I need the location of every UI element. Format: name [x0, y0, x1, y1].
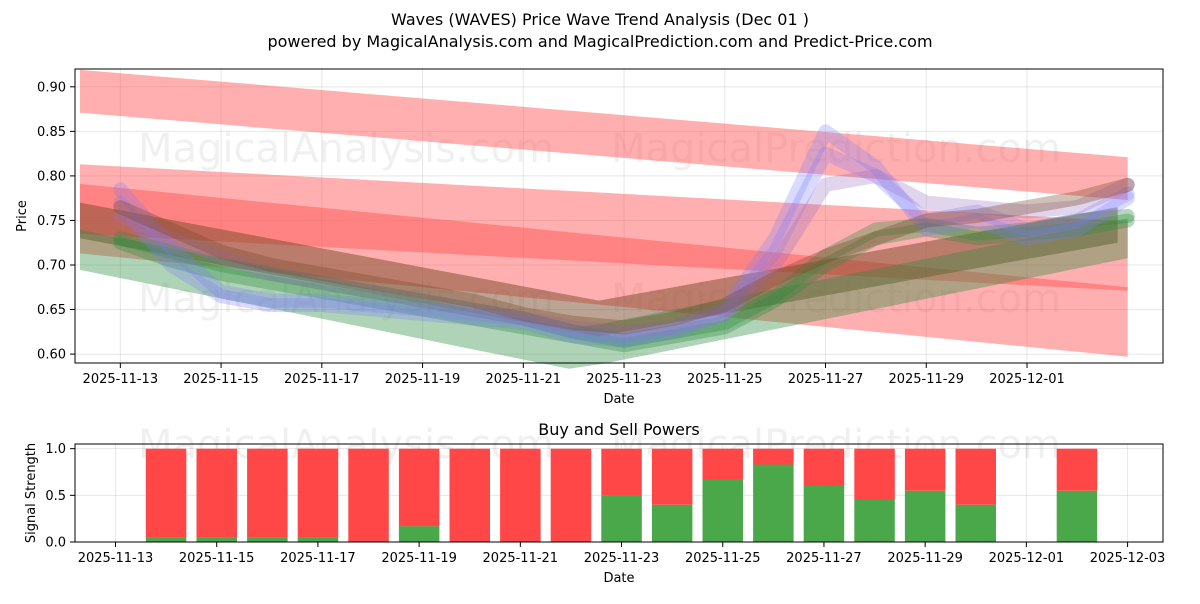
sell-bar [500, 448, 541, 542]
price-x-tick-label: 2025-11-25 [687, 372, 763, 387]
buy-bar [955, 504, 996, 542]
price-chart: MagicalAnalysis.com MagicalPrediction.co… [15, 68, 1164, 407]
price-x-tick-label: 2025-11-29 [888, 372, 964, 387]
sell-bar [145, 448, 187, 538]
chart-subtitle: powered by MagicalAnalysis.com and Magic… [267, 32, 932, 51]
price-x-tick-label: 2025-11-27 [788, 372, 864, 387]
price-x-tick-label: 2025-11-21 [486, 372, 562, 387]
sell-bar [955, 448, 996, 505]
sell-bar [651, 448, 693, 505]
buy-bar [651, 504, 693, 542]
price-y-tick-label: 0.65 [37, 303, 66, 318]
signal-x-tick-label: 2025-11-17 [280, 551, 356, 566]
signal-chart-title: Buy and Sell Powers [538, 420, 700, 439]
signal-y-tick-label: 0.5 [45, 489, 66, 504]
price-wave-line [113, 168, 1135, 339]
price-wave-line [113, 213, 1135, 353]
price-x-tick-label: 2025-11-15 [183, 372, 259, 387]
signal-x-tick-label: 2025-11-23 [584, 551, 660, 566]
signal-y-axis-label: Signal Strength [24, 443, 39, 543]
signal-x-ticks: 2025-11-13 2025-11-15 2025-11-17 2025-11-19… [78, 542, 1166, 566]
sell-bar [398, 448, 440, 527]
signal-x-tick-label: 2025-11-25 [685, 551, 761, 566]
sell-bar [601, 448, 642, 496]
signal-x-tick-label: 2025-11-13 [78, 551, 154, 566]
sell-bar [904, 448, 946, 491]
price-band [80, 218, 1128, 369]
signal-y-ticks: 0.0 0.5 1.0 [45, 442, 75, 551]
price-y-tick-label: 0.70 [37, 259, 66, 274]
buy-bar [196, 537, 237, 542]
sell-bar [702, 448, 743, 480]
price-band [80, 202, 1118, 337]
price-band [80, 69, 1128, 201]
signal-x-tick-label: 2025-12-01 [989, 551, 1065, 566]
signal-x-tick-label: 2025-11-15 [179, 551, 255, 566]
price-band [80, 183, 1128, 357]
signal-x-tick-label: 2025-11-21 [483, 551, 559, 566]
price-wave-line [113, 124, 1135, 344]
price-bands [80, 69, 1128, 369]
buy-bar [297, 537, 339, 542]
price-x-tick-label: 2025-12-01 [989, 372, 1065, 387]
buy-bar [854, 500, 895, 542]
sell-bar [803, 448, 845, 486]
price-x-tick-label: 2025-11-13 [83, 372, 159, 387]
sell-bar [550, 448, 592, 542]
price-y-tick-label: 0.75 [37, 214, 66, 229]
price-x-axis-label: Date [603, 392, 634, 407]
buy-bar [753, 464, 794, 542]
signal-x-tick-label: 2025-11-19 [381, 551, 457, 566]
sell-bar [247, 448, 288, 538]
price-x-tick-label: 2025-11-19 [385, 372, 461, 387]
signal-chart: Buy and Sell Powers MagicalAnalysis.com … [24, 420, 1165, 586]
signal-bars [145, 448, 1098, 542]
signal-x-tick-label: 2025-12-03 [1090, 551, 1166, 566]
sell-bar [753, 448, 794, 465]
buy-bar [803, 486, 845, 542]
price-x-ticks: 2025-11-13 2025-11-15 2025-11-17 2025-11-19… [83, 363, 1065, 387]
buy-bar [904, 490, 946, 542]
price-wave-line [113, 209, 1135, 348]
buy-bar [1056, 490, 1098, 542]
chart-title: Waves (WAVES) Price Wave Trend Analysis … [391, 10, 809, 29]
price-y-tick-label: 0.85 [37, 125, 66, 140]
sell-bar [449, 448, 490, 542]
buy-bar [398, 526, 440, 542]
price-y-axis-label: Price [15, 200, 30, 232]
signal-x-axis-label: Date [603, 571, 634, 586]
watermark-left-top: MagicalAnalysis.com [138, 126, 554, 172]
sell-bar [1056, 448, 1098, 491]
sell-bar [348, 448, 389, 542]
signal-y-tick-label: 0.0 [45, 536, 66, 551]
sell-bar [854, 448, 895, 500]
signal-x-tick-label: 2025-11-27 [786, 551, 862, 566]
price-wave-line [113, 177, 1135, 335]
price-x-tick-label: 2025-11-17 [284, 372, 360, 387]
price-y-tick-label: 0.60 [37, 348, 66, 363]
price-wave-line [113, 146, 1135, 348]
signal-y-tick-label: 1.0 [45, 442, 66, 457]
price-y-tick-label: 0.80 [37, 169, 66, 184]
signal-x-tick-label: 2025-11-29 [887, 551, 963, 566]
sell-bar [297, 448, 339, 538]
price-plot-frame [74, 68, 1164, 364]
price-y-tick-label: 0.90 [37, 80, 66, 95]
sell-bar [196, 448, 237, 538]
buy-bar [601, 495, 642, 542]
buy-bar [247, 537, 288, 542]
buy-bar [145, 537, 187, 542]
signal-plot-frame [74, 443, 1164, 543]
watermark-right-top: MagicalPrediction.com [611, 126, 1061, 172]
price-y-ticks: 0.60 0.65 0.70 0.75 0.80 0.85 0.90 [37, 80, 75, 363]
price-waves [113, 124, 1135, 353]
buy-bar [702, 479, 743, 542]
price-x-tick-label: 2025-11-23 [586, 372, 662, 387]
